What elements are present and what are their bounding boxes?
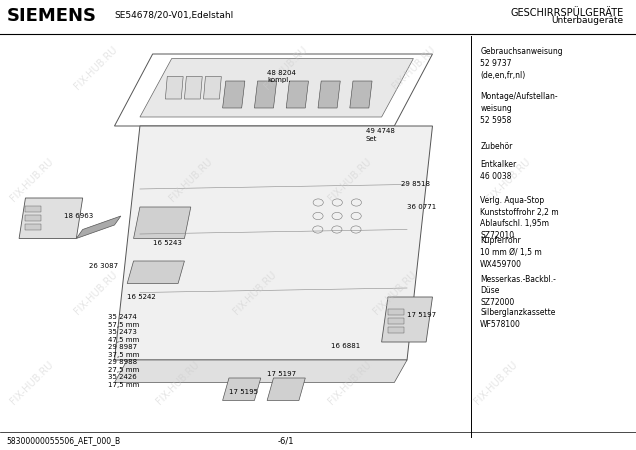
Text: Silberglanzkassette
WF578100: Silberglanzkassette WF578100 — [480, 308, 556, 329]
Polygon shape — [165, 76, 183, 99]
Text: Montage/Aufstellan-
weisung
52 5958: Montage/Aufstellan- weisung 52 5958 — [480, 92, 558, 125]
Polygon shape — [350, 81, 372, 108]
Text: FIX-HUB.RU: FIX-HUB.RU — [390, 44, 437, 91]
Text: FIX-HUB.RU: FIX-HUB.RU — [167, 157, 214, 203]
Polygon shape — [267, 378, 305, 400]
Text: 17 5197: 17 5197 — [267, 370, 296, 377]
Polygon shape — [184, 76, 202, 99]
Text: -6/1: -6/1 — [278, 436, 294, 446]
Text: FIX-HUB.RU: FIX-HUB.RU — [8, 157, 55, 203]
Text: 16 5243: 16 5243 — [153, 240, 181, 246]
Polygon shape — [19, 198, 83, 238]
Polygon shape — [223, 81, 245, 108]
Text: 35 2474
57,5 mm
35 2473
47,5 mm
29 8987
37,5 mm
29 8988
27,5 mm
35 2426
17,5 mm: 35 2474 57,5 mm 35 2473 47,5 mm 29 8987 … — [108, 314, 139, 388]
Text: Entkalker
46 0038: Entkalker 46 0038 — [480, 160, 516, 180]
Polygon shape — [114, 126, 432, 360]
Text: Gebrauchsanweisung
52 9737
(de,en,fr,nl): Gebrauchsanweisung 52 9737 (de,en,fr,nl) — [480, 47, 563, 80]
Text: 36 0771: 36 0771 — [407, 204, 436, 210]
Text: FIX-HUB.RU: FIX-HUB.RU — [155, 359, 202, 406]
Text: FIX-HUB.RU: FIX-HUB.RU — [485, 157, 532, 203]
Text: Zubehör: Zubehör — [480, 142, 513, 151]
Text: FIX-HUB.RU: FIX-HUB.RU — [263, 44, 310, 91]
Polygon shape — [140, 58, 413, 117]
Bar — [25, 206, 41, 212]
Bar — [388, 327, 404, 333]
Polygon shape — [286, 81, 308, 108]
Text: SE54678/20-V01,Edelstahl: SE54678/20-V01,Edelstahl — [114, 11, 234, 20]
Polygon shape — [127, 261, 184, 284]
Text: FIX-HUB.RU: FIX-HUB.RU — [371, 269, 418, 316]
Text: FIX-HUB.RU: FIX-HUB.RU — [473, 359, 520, 406]
Polygon shape — [114, 360, 407, 382]
Text: FIX-HUB.RU: FIX-HUB.RU — [231, 269, 278, 316]
Polygon shape — [223, 378, 261, 400]
Text: 16 5242: 16 5242 — [127, 294, 156, 300]
Text: FIX-HUB.RU: FIX-HUB.RU — [8, 359, 55, 406]
Text: 58300000055506_AET_000_B: 58300000055506_AET_000_B — [6, 436, 120, 446]
Text: FIX-HUB.RU: FIX-HUB.RU — [72, 44, 119, 91]
Text: FIX-HUB.RU: FIX-HUB.RU — [72, 269, 119, 316]
Text: 48 8204
kompl.: 48 8204 kompl. — [267, 70, 296, 83]
Polygon shape — [382, 297, 432, 342]
Text: 26 3087: 26 3087 — [89, 262, 118, 269]
Bar — [25, 215, 41, 220]
Text: Unterbaugeräte: Unterbaugeräte — [551, 16, 623, 25]
Bar — [25, 224, 41, 230]
Text: 49 4748
Set: 49 4748 Set — [366, 128, 394, 142]
Text: FIX-HUB.RU: FIX-HUB.RU — [326, 157, 373, 203]
Text: FIX-HUB.RU: FIX-HUB.RU — [326, 359, 373, 406]
Text: Kupferrohr
10 mm Ø/ 1,5 m
WX459700: Kupferrohr 10 mm Ø/ 1,5 m WX459700 — [480, 236, 542, 269]
Polygon shape — [254, 81, 277, 108]
Text: 18 6963: 18 6963 — [64, 213, 93, 219]
Polygon shape — [204, 76, 221, 99]
Text: GESCHIRRSPÜLGERÄTE: GESCHIRRSPÜLGERÄTE — [510, 8, 623, 18]
Text: SIEMENS: SIEMENS — [6, 7, 97, 25]
Text: Verlg. Aqua-Stop
Kunststoffrohr 2,2 m
Ablaufschl. 1,95m
SZ72010: Verlg. Aqua-Stop Kunststoffrohr 2,2 m Ab… — [480, 196, 559, 240]
Polygon shape — [76, 216, 121, 239]
Polygon shape — [134, 207, 191, 238]
Bar — [388, 309, 404, 315]
Text: 16 6881: 16 6881 — [331, 343, 360, 350]
Text: 17 5197: 17 5197 — [407, 312, 436, 318]
Bar — [388, 318, 404, 324]
Text: 17 5195: 17 5195 — [229, 388, 258, 395]
Text: 29 8518: 29 8518 — [401, 181, 430, 188]
Polygon shape — [318, 81, 340, 108]
Text: Messerkas.-Backbl.-
Düse
SZ72000: Messerkas.-Backbl.- Düse SZ72000 — [480, 274, 556, 307]
